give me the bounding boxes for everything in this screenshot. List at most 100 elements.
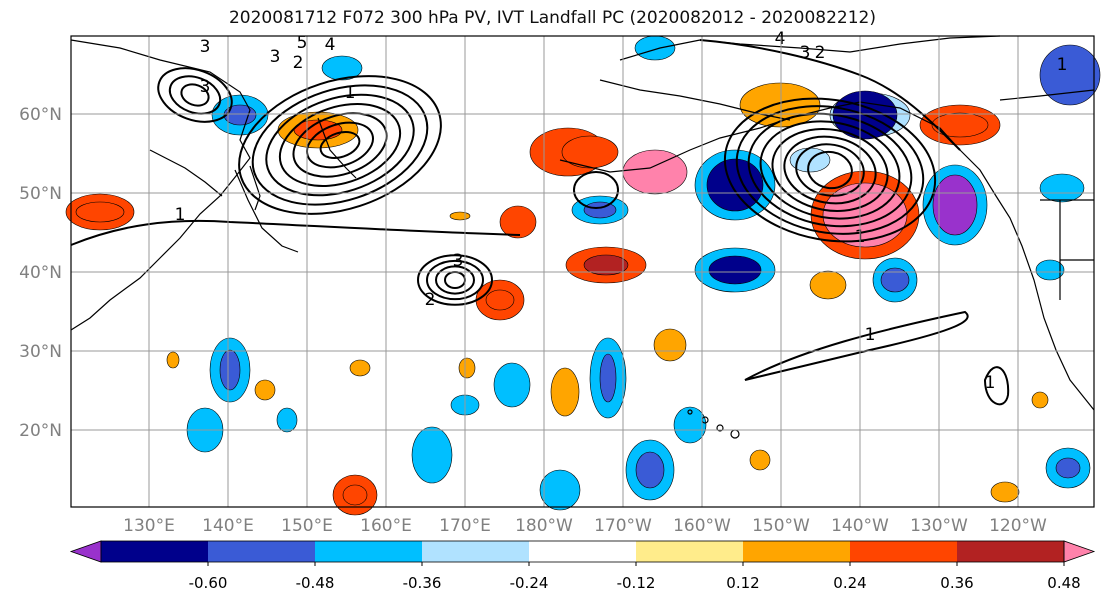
lat-label: 40°N — [19, 263, 62, 283]
anomaly-region — [1031, 391, 1049, 409]
colorbar-segment — [957, 541, 1064, 562]
contour-label: 5 — [297, 33, 308, 53]
anomaly-region — [1039, 173, 1085, 203]
anomaly-region — [880, 267, 910, 293]
anomaly-region — [708, 255, 762, 285]
contour-label: 4 — [775, 29, 786, 49]
lon-label: 140°E — [202, 516, 254, 536]
pv-contour — [783, 135, 877, 205]
contour-label: 2 — [425, 290, 436, 310]
contour-label: 1 — [175, 205, 186, 225]
anomaly-region — [599, 353, 617, 403]
anomaly-region — [1055, 457, 1081, 479]
colorbar-segment — [529, 541, 636, 562]
anomaly-region — [1039, 44, 1101, 106]
pv-contour — [983, 366, 1010, 406]
anomaly-region — [458, 357, 476, 379]
map-border — [70, 35, 1095, 508]
anomaly-region — [550, 367, 580, 417]
anomaly-region — [223, 104, 257, 126]
colorbar-tick-label: -0.36 — [403, 574, 442, 592]
lon-label: 150°E — [281, 516, 333, 536]
anomaly-region — [485, 289, 515, 311]
anomaly-region — [561, 135, 619, 169]
lon-label: 180°W — [515, 516, 573, 536]
lon-label: 140°W — [831, 516, 889, 536]
anomaly-region — [539, 469, 581, 511]
longitude-labels: 130°E 140°E 150°E 160°E 170°E 180°W 170°W 160°W… — [123, 516, 1047, 536]
anomaly-region — [321, 55, 363, 81]
lon-label: 170°W — [594, 516, 652, 536]
anomaly-region — [932, 174, 978, 236]
colorbar-segment — [422, 541, 529, 562]
pv-contour — [319, 131, 361, 159]
contour-label: 3 — [453, 251, 464, 271]
lon-label: 150°W — [752, 516, 810, 536]
pv-contour — [265, 93, 415, 197]
anomaly-region — [583, 254, 629, 276]
anomaly-region — [411, 426, 453, 484]
pv-contour — [70, 219, 521, 246]
pv-contour — [238, 75, 442, 215]
anomaly-region — [276, 407, 298, 433]
latitude-labels: 60°N 50°N 40°N 30°N 20°N — [19, 105, 62, 441]
anomaly-region — [493, 362, 531, 408]
anomaly-region — [75, 201, 125, 223]
pv-contour — [417, 254, 493, 306]
pv-contour — [747, 112, 913, 228]
pv-contour — [157, 67, 233, 123]
colorbar-segment — [850, 541, 957, 562]
anomaly-region — [634, 35, 676, 61]
anomaly-region — [673, 406, 707, 444]
colorbar-tick-labels: -0.60 -0.48 -0.36 -0.24 -0.12 0.12 0.24 0.36 0.4… — [189, 562, 1081, 592]
contour-label: 1 — [1057, 55, 1068, 75]
anomaly-region — [342, 484, 368, 506]
anomaly-region — [635, 451, 665, 489]
lon-label: 160°W — [673, 516, 731, 536]
colorbar-segment — [1063, 540, 1096, 563]
anomaly-region — [219, 349, 241, 391]
colorbar-tick-label: 0.12 — [726, 574, 759, 592]
lon-label: 130°E — [123, 516, 175, 536]
anomaly-region — [653, 328, 687, 362]
pv-contour — [771, 128, 889, 212]
anomaly-region — [1035, 259, 1065, 281]
pv-contour — [168, 75, 222, 115]
colorbar-tick-label: -0.60 — [189, 574, 228, 592]
colorbar-tick-label: -0.24 — [510, 574, 549, 592]
colorbar-tick-label: 0.36 — [940, 574, 973, 592]
pv-contour — [306, 121, 374, 169]
contour-label: 4 — [325, 35, 336, 55]
lon-label: 170°E — [439, 516, 491, 536]
colorbar — [69, 540, 1096, 563]
contour-label: 1 — [345, 83, 356, 103]
anomaly-region — [622, 149, 688, 195]
pv-contour — [723, 97, 937, 243]
anomaly-region — [449, 211, 471, 221]
contour-label: 2 — [293, 53, 304, 73]
pv-contour — [759, 120, 901, 220]
pv-contour — [278, 103, 402, 187]
pv-contour — [795, 143, 865, 197]
anomaly-region — [990, 481, 1020, 503]
anomaly-region — [254, 379, 276, 401]
contour-label: 3 — [200, 77, 211, 97]
colorbar-border — [100, 540, 1065, 563]
contour-label: 3 — [200, 37, 211, 57]
anomaly-region — [499, 205, 537, 239]
lon-label: 130°W — [910, 516, 968, 536]
lat-lon-grid — [71, 36, 1094, 507]
lon-label: 120°W — [989, 516, 1047, 536]
anomaly-region — [349, 359, 371, 377]
anomaly-region — [809, 270, 847, 300]
contour-label: 1 — [865, 325, 876, 345]
contour-label: 2 — [815, 43, 826, 63]
map-title: 2020081712 F072 300 hPa PV, IVT Landfall… — [228, 8, 876, 28]
colorbar-segment — [208, 541, 315, 562]
anomaly-region — [583, 201, 617, 219]
pv-contour — [180, 83, 210, 107]
colorbar-segment — [69, 540, 102, 563]
colorbar-segment — [743, 541, 850, 562]
pv-contour — [735, 105, 925, 235]
